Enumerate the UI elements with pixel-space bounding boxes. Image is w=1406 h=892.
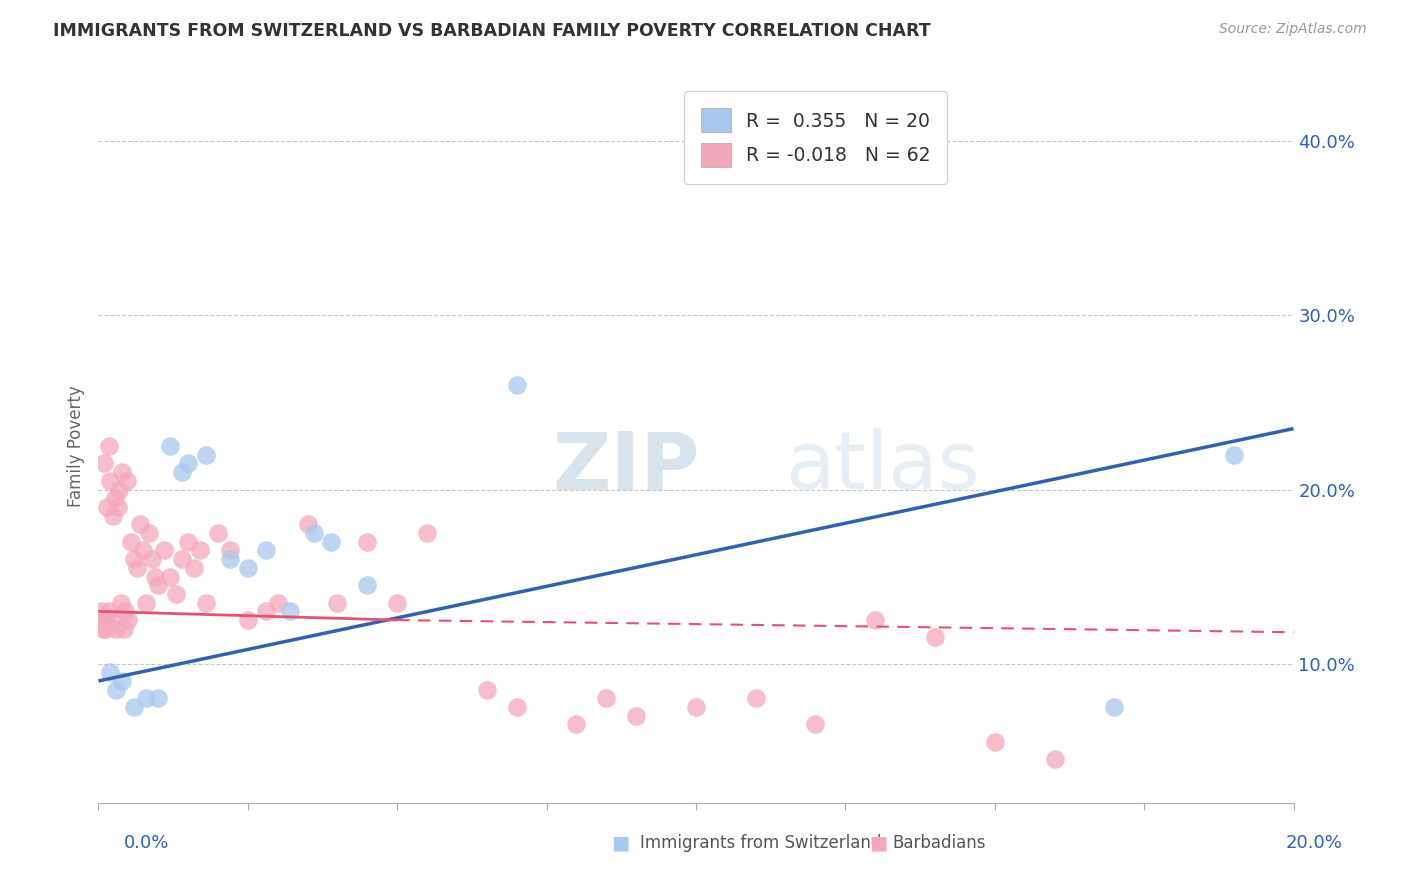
Point <box>506 378 529 392</box>
Point <box>356 534 378 549</box>
Point <box>129 517 152 532</box>
Legend: R =  0.355   N = 20, R = -0.018   N = 62: R = 0.355 N = 20, R = -0.018 N = 62 <box>683 92 948 184</box>
Point <box>91 613 114 627</box>
Point <box>148 578 170 592</box>
Point <box>595 691 617 706</box>
Point <box>105 622 128 636</box>
Point <box>111 465 134 479</box>
Point <box>278 604 301 618</box>
Point <box>124 700 146 714</box>
Point <box>302 526 325 541</box>
Point <box>172 465 194 479</box>
Point <box>236 613 259 627</box>
Point <box>321 534 343 549</box>
Point <box>104 491 127 506</box>
Point <box>924 631 946 645</box>
Point <box>100 613 122 627</box>
Point <box>188 543 211 558</box>
Text: ■: ■ <box>869 833 887 853</box>
Text: Barbadians: Barbadians <box>893 834 987 852</box>
Point <box>107 500 129 514</box>
Point <box>114 604 136 618</box>
Point <box>565 717 588 731</box>
Point <box>416 526 439 541</box>
Point <box>103 508 125 523</box>
Point <box>98 474 122 488</box>
Point <box>98 439 121 453</box>
Point <box>159 569 181 583</box>
Point <box>120 534 142 549</box>
Point <box>96 613 118 627</box>
Point <box>297 517 319 532</box>
Point <box>143 569 166 583</box>
Point <box>91 622 114 636</box>
Point <box>94 622 117 636</box>
Point <box>475 682 498 697</box>
Point <box>804 717 827 731</box>
Point <box>267 596 290 610</box>
Point <box>236 561 259 575</box>
Point <box>385 596 409 610</box>
Point <box>90 604 112 618</box>
Y-axis label: Family Poverty: Family Poverty <box>66 385 84 507</box>
Text: atlas: atlas <box>786 428 980 507</box>
Point <box>506 700 529 714</box>
Point <box>356 578 378 592</box>
Text: ■: ■ <box>612 833 630 853</box>
Point <box>96 500 118 514</box>
Point <box>165 587 187 601</box>
Point <box>207 526 229 541</box>
Point <box>115 474 138 488</box>
Point <box>110 596 132 610</box>
Point <box>108 483 131 497</box>
Text: 0.0%: 0.0% <box>124 834 169 852</box>
Text: Source: ZipAtlas.com: Source: ZipAtlas.com <box>1219 22 1367 37</box>
Point <box>98 665 122 680</box>
Point <box>984 735 1007 749</box>
Text: Immigrants from Switzerland: Immigrants from Switzerland <box>640 834 882 852</box>
Point <box>626 708 648 723</box>
Point <box>1104 700 1126 714</box>
Point <box>326 596 349 610</box>
Point <box>177 457 200 471</box>
Point <box>138 526 160 541</box>
Point <box>135 596 157 610</box>
Point <box>111 673 134 688</box>
Point <box>132 543 155 558</box>
Point <box>177 534 200 549</box>
Point <box>745 691 768 706</box>
Point <box>148 691 170 706</box>
Point <box>195 448 218 462</box>
Point <box>117 613 139 627</box>
Point <box>219 543 242 558</box>
Point <box>183 561 205 575</box>
Point <box>93 457 115 471</box>
Point <box>135 691 157 706</box>
Point <box>159 439 181 453</box>
Point <box>219 552 242 566</box>
Point <box>112 622 135 636</box>
Point <box>865 613 887 627</box>
Point <box>685 700 707 714</box>
Text: 20.0%: 20.0% <box>1286 834 1343 852</box>
Point <box>153 543 176 558</box>
Point <box>172 552 194 566</box>
Point <box>254 543 277 558</box>
Point <box>254 604 277 618</box>
Point <box>105 682 128 697</box>
Text: IMMIGRANTS FROM SWITZERLAND VS BARBADIAN FAMILY POVERTY CORRELATION CHART: IMMIGRANTS FROM SWITZERLAND VS BARBADIAN… <box>53 22 931 40</box>
Point <box>141 552 163 566</box>
Point <box>127 561 149 575</box>
Point <box>124 552 146 566</box>
Point <box>195 596 218 610</box>
Point <box>1223 448 1246 462</box>
Point <box>97 604 120 618</box>
Text: ZIP: ZIP <box>553 428 700 507</box>
Point <box>1043 752 1066 766</box>
